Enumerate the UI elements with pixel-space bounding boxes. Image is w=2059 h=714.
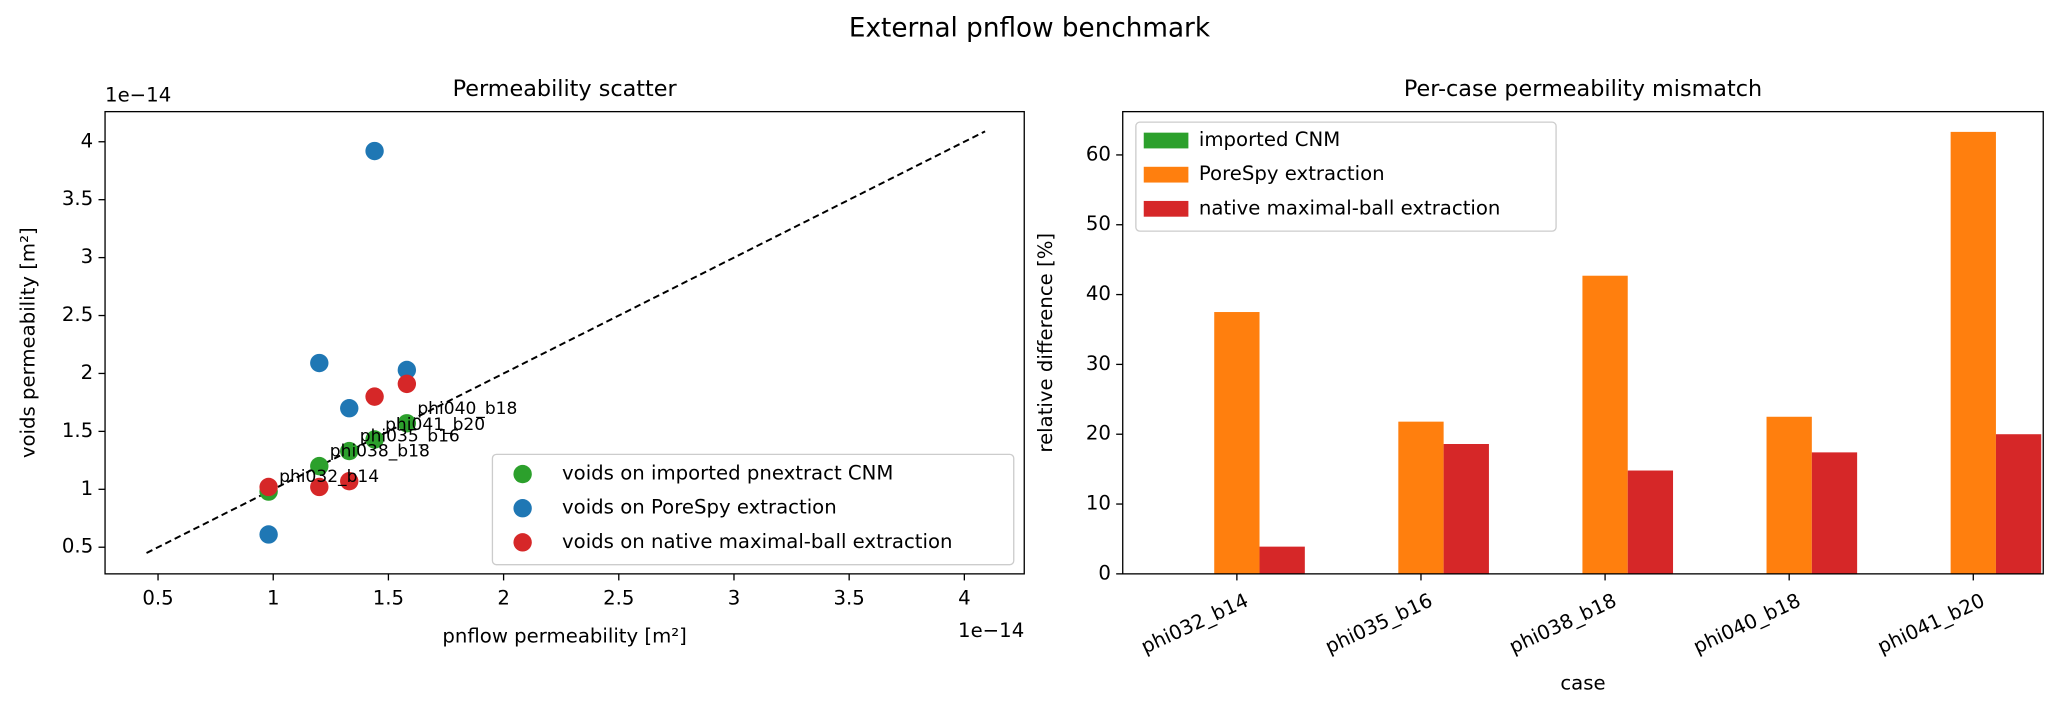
scatter-point	[365, 141, 384, 161]
bar	[1811, 452, 1858, 574]
point-label: phi032_b14	[279, 467, 379, 487]
bar	[1995, 434, 2042, 574]
scatter-point	[259, 477, 278, 497]
x-tick-label: 2.5	[603, 586, 634, 609]
legend: voids on imported pnextract CNM voids on …	[491, 453, 1015, 566]
legend-marker	[513, 464, 532, 484]
bar	[1443, 443, 1489, 574]
x-tick-label: 1	[267, 586, 280, 609]
x-tick-label: 0.5	[142, 586, 173, 609]
x-tick-label: 1.5	[373, 586, 404, 609]
x-tick-label: 2	[497, 586, 510, 609]
legend: imported CNM PoreSpy extraction native max…	[1135, 121, 1557, 232]
scatter-point	[310, 477, 329, 497]
legend-label: voids on imported pnextract CNM	[562, 462, 893, 485]
bar	[1398, 421, 1444, 574]
y-axis-label: relative difference [%]	[1034, 233, 1057, 453]
legend-label: voids on PoreSpy extraction	[562, 496, 837, 519]
scatter-point	[340, 471, 359, 491]
y-axis-label: voids permeability [m²]	[16, 227, 39, 458]
y-offset-label: 1e−14	[105, 83, 171, 106]
y-tick-label: 0	[1098, 561, 1111, 584]
axes-title: Per-case permeability mismatch	[1404, 76, 1762, 102]
scatter-point	[310, 353, 329, 373]
scatter-point	[259, 525, 278, 544]
bar	[1950, 131, 1996, 574]
point-label: phi041_b20	[385, 415, 485, 435]
legend-patch	[1143, 132, 1189, 149]
y-tick-label: 2.5	[62, 303, 93, 326]
bar	[1582, 275, 1628, 574]
bar	[1627, 470, 1674, 574]
legend-label: PoreSpy extraction	[1199, 162, 1385, 185]
figure-title: External pnflow benchmark	[849, 13, 1211, 43]
y-tick-label: 30	[1086, 352, 1111, 375]
scatter-point	[310, 456, 329, 476]
point-label: phi038_b18	[330, 442, 430, 462]
bar	[1766, 416, 1812, 574]
legend-patch	[1143, 166, 1189, 183]
reference-line	[146, 130, 986, 554]
x-axis-label: pnflow permeability [m²]	[442, 624, 686, 647]
y-tick-label: 2	[81, 361, 94, 384]
x-tick-label: 3.5	[834, 586, 865, 609]
y-tick-label: 0.5	[62, 535, 93, 558]
x-tick-label: 4	[958, 586, 971, 609]
scatter-point	[340, 399, 359, 418]
bar	[1259, 546, 1305, 574]
scatter-point	[340, 441, 359, 461]
scatter-point	[397, 374, 417, 394]
y-tick-label: 1	[81, 477, 94, 500]
legend-patch	[1143, 200, 1189, 217]
y-tick-label: 40	[1086, 282, 1111, 305]
legend-label: native maximal-ball extraction	[1199, 196, 1501, 219]
axes-frame	[1122, 110, 2044, 575]
legend-marker	[513, 533, 532, 552]
y-tick-label: 10	[1086, 492, 1111, 515]
legend-frame	[491, 453, 1015, 566]
bar	[1214, 312, 1260, 574]
y-tick-label: 1.5	[62, 419, 93, 442]
point-label: phi035_b16	[360, 427, 460, 447]
scatter-point	[397, 414, 417, 433]
y-tick-label: 50	[1086, 212, 1111, 235]
y-tick-label: 60	[1086, 142, 1111, 165]
scatter-point	[397, 360, 417, 380]
x-offset-label: 1e−14	[958, 619, 1024, 642]
x-axis-label: case	[1560, 672, 1605, 695]
point-label: phi040_b18	[417, 399, 517, 419]
y-tick-label: 3	[81, 245, 94, 268]
y-tick-label: 20	[1086, 422, 1111, 445]
scatter-point	[365, 430, 384, 449]
y-tick-label: 4	[81, 129, 94, 152]
axes-frame	[104, 110, 1025, 575]
scatter-point	[365, 387, 384, 406]
axes-title: Permeability scatter	[453, 76, 678, 102]
legend-marker	[513, 499, 532, 518]
x-tick-label: 3	[728, 586, 741, 609]
y-tick-label: 3.5	[62, 187, 93, 210]
legend-frame	[1135, 121, 1557, 232]
legend-label: voids on native maximal-ball extraction	[562, 530, 952, 553]
legend-label: imported CNM	[1199, 128, 1340, 151]
